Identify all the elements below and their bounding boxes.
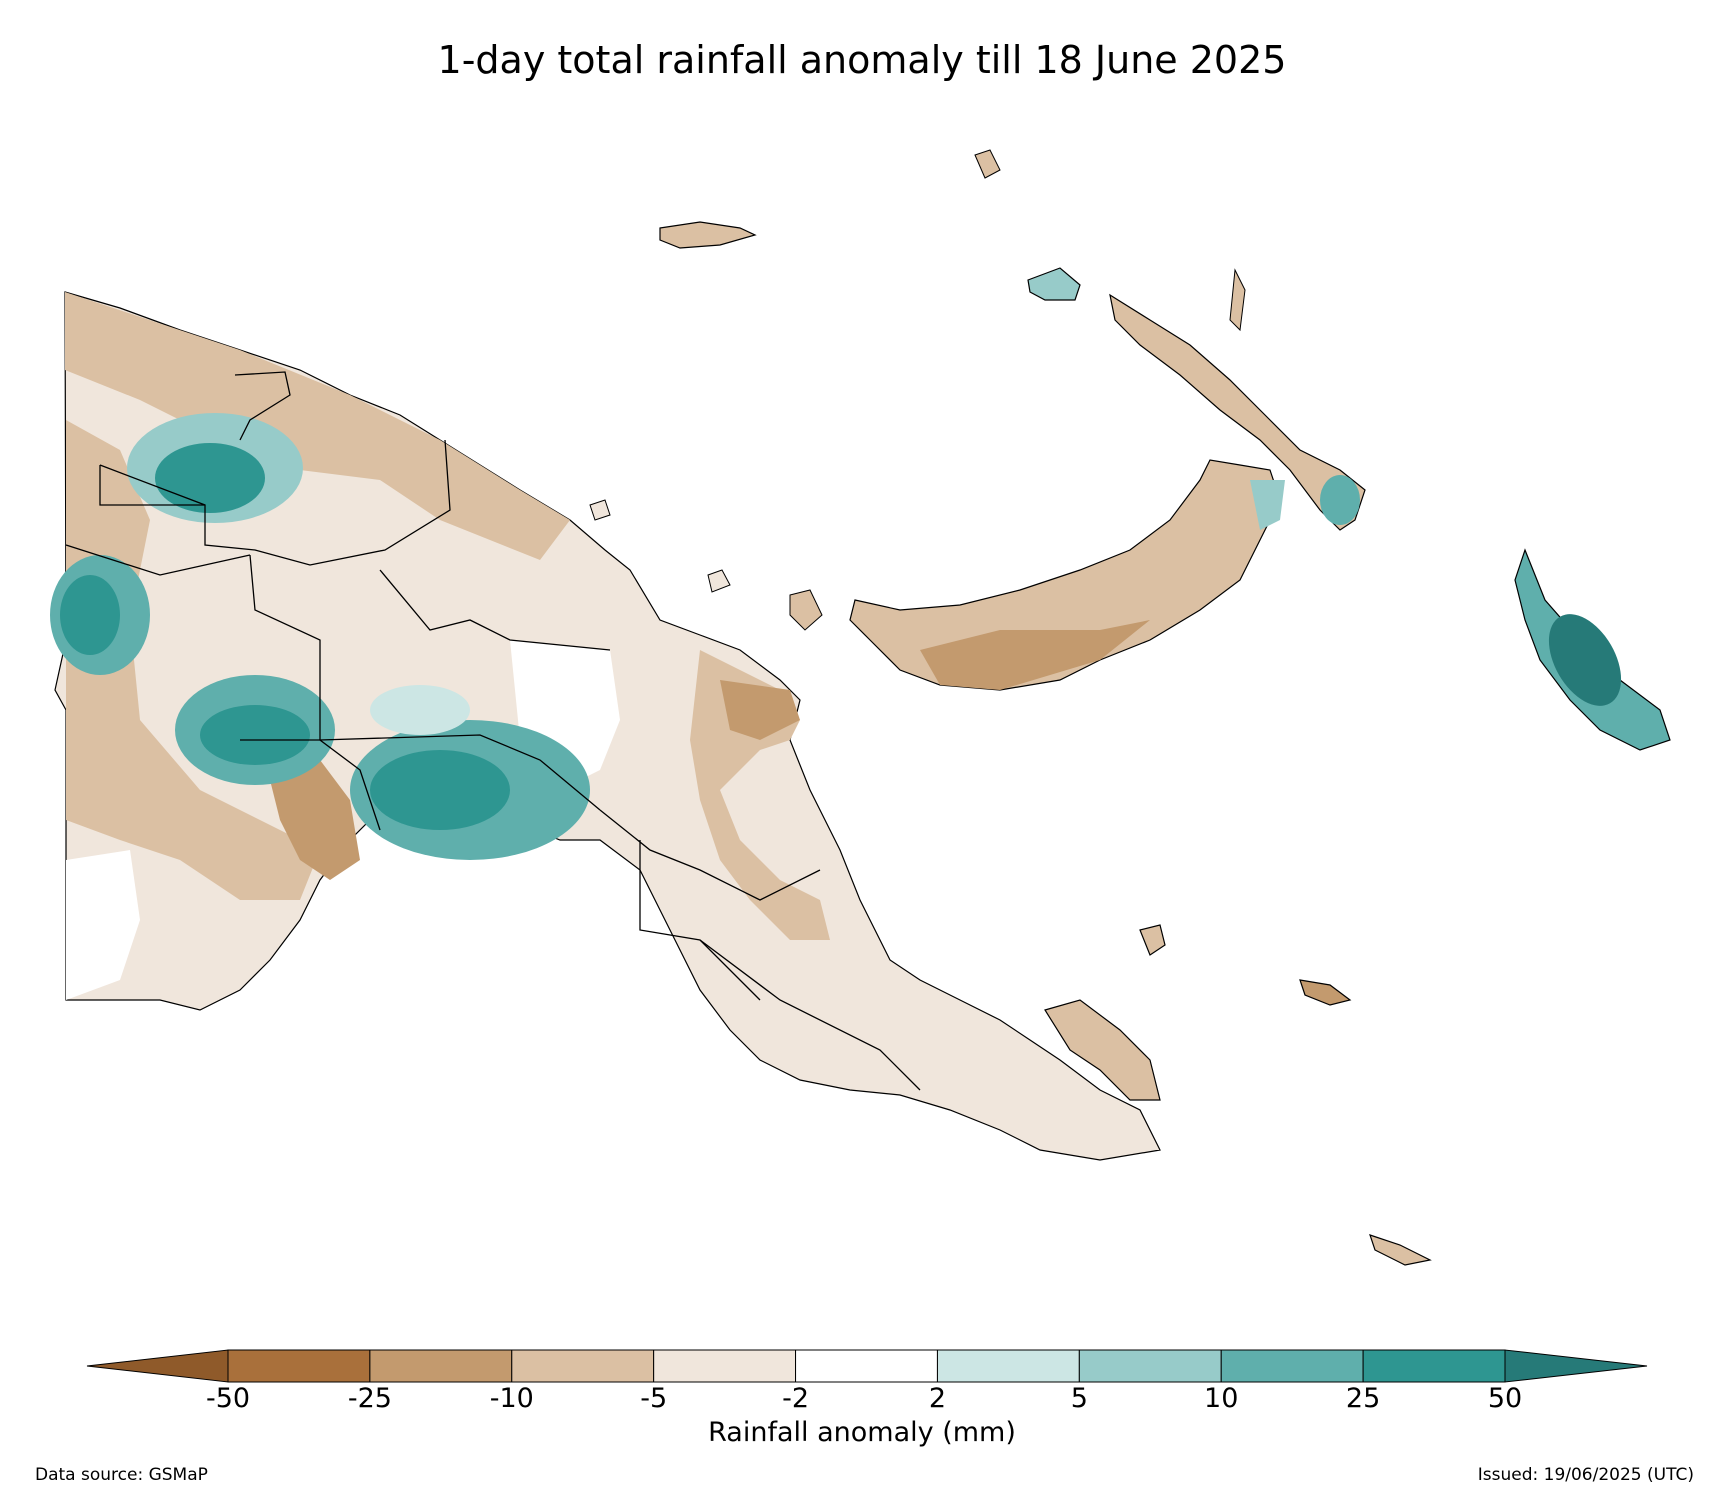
- colorbar-tick-label: -2: [782, 1383, 810, 1414]
- manus-island: [659, 221, 757, 249]
- colorbar-tick-label: 5: [1070, 1383, 1088, 1414]
- colorbar-tick-label: -50: [205, 1383, 251, 1414]
- zone-dry-west: [66, 420, 320, 900]
- colorbar-bin: [653, 1349, 797, 1383]
- colorbar-tick-label: -5: [640, 1383, 668, 1414]
- small-island-1: [974, 149, 1001, 179]
- data-source-note: Data source: GSMaP: [35, 1465, 208, 1485]
- colorbar-tick-label: 2: [928, 1383, 947, 1414]
- colorbar-extend-high: [1504, 1349, 1648, 1383]
- zone-neutral-southwest: [66, 850, 140, 1000]
- small-island-4: [589, 499, 611, 521]
- colorbar-tick-label: 10: [1204, 1383, 1239, 1414]
- dentrecasteaux-islands: [1044, 999, 1161, 1101]
- colorbar-bin: [795, 1349, 938, 1383]
- bougainville-wet-core: [1548, 614, 1622, 706]
- wet-zone-northwest-core: [155, 443, 265, 513]
- colorbar-bin: [227, 1349, 371, 1383]
- colorbar-bin: [1078, 1349, 1222, 1383]
- small-island-3: [707, 569, 731, 593]
- wet-zone-west-core: [60, 575, 120, 655]
- wet-zone-south-central-core: [370, 750, 510, 830]
- woodlark-island: [1299, 979, 1352, 1006]
- new-britain-dry-zone: [920, 620, 1150, 690]
- wet-zone-light: [370, 685, 470, 735]
- colorbar-bin: [1220, 1349, 1364, 1383]
- colorbar-tick-label: -10: [489, 1383, 534, 1414]
- colorbar-tick-label: 50: [1487, 1383, 1523, 1414]
- zone-very-dry: [270, 760, 360, 880]
- colorbar-tick-label: 25: [1345, 1383, 1381, 1414]
- new-britain-wet-tip: [1250, 480, 1285, 530]
- zone-very-dry-2: [720, 680, 800, 740]
- zone-dry-north: [65, 292, 570, 560]
- wet-zone-central-core: [200, 705, 310, 765]
- province-borders: [65, 371, 921, 1091]
- small-island-2: [789, 589, 823, 631]
- colorbar-extend-low: [86, 1349, 229, 1383]
- small-island-5: [1229, 268, 1246, 332]
- new-ireland: [1109, 293, 1366, 531]
- rossel-island: [1369, 1234, 1432, 1266]
- colorbar-bin: [1362, 1349, 1506, 1383]
- colorbar-bin: [369, 1349, 513, 1383]
- colorbar-label: Rainfall anomaly (mm): [708, 1417, 1016, 1448]
- trobriand-island: [1139, 924, 1166, 956]
- rainfall-anomaly-map: [50, 149, 1671, 1266]
- issued-date: Issued: 19/06/2025 (UTC): [1477, 1465, 1694, 1485]
- new-hanover: [1027, 267, 1081, 301]
- colorbar-tick-label: -25: [347, 1383, 392, 1414]
- new-ireland-wet-zone: [1320, 475, 1360, 525]
- map-title: 1-day total rainfall anomaly till 18 Jun…: [437, 38, 1287, 82]
- mainland: [50, 291, 1161, 1161]
- colorbar-bin: [936, 1349, 1080, 1383]
- colorbar-bin: [511, 1349, 655, 1383]
